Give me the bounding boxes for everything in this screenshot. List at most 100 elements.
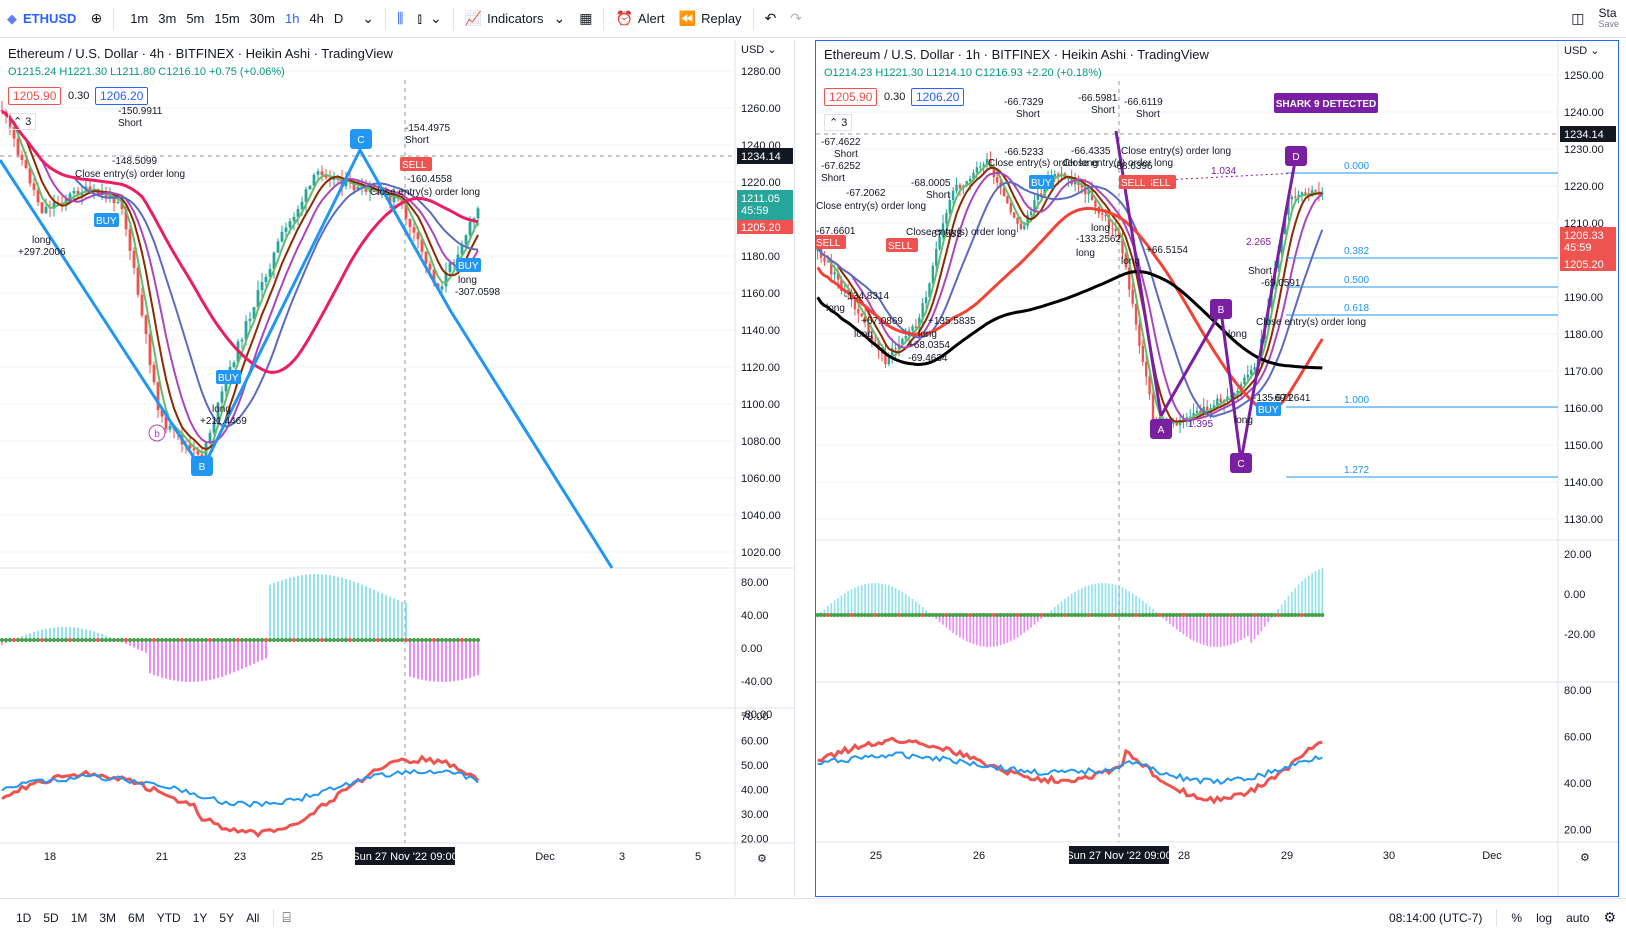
right-indicators-toggle[interactable]: ⌃ 3 <box>824 114 853 131</box>
candle-body <box>416 232 420 240</box>
clock-label[interactable]: 08:14:00 (UTC-7) <box>1389 910 1483 925</box>
zero-dot <box>212 638 216 642</box>
zero-dot <box>1242 613 1247 617</box>
zero-dot <box>913 613 918 617</box>
chart-type-button[interactable]: ⫾ ⌄ <box>410 0 448 38</box>
osc-tick: -20.00 <box>1564 629 1595 641</box>
osc-tick: -40.00 <box>741 676 772 688</box>
moving-average-line <box>816 181 1324 418</box>
right-chart-canvas[interactable]: USD ⌄1250.001240.001230.001220.001210.00… <box>816 41 1618 896</box>
moving-average-line <box>1 110 479 444</box>
timeframe-1m[interactable]: 1m <box>130 11 149 26</box>
zero-dot <box>156 638 160 642</box>
save-button[interactable]: Sta Save <box>1591 0 1626 38</box>
layout-toggle-button[interactable]: ◫ <box>1564 0 1591 38</box>
zero-dot <box>432 638 436 642</box>
indicators-button[interactable]: 📈 Indicators ⌄ <box>458 0 573 38</box>
range-3m[interactable]: 3M <box>99 910 117 925</box>
zero-dot <box>873 613 878 617</box>
zero-dot <box>252 638 256 642</box>
undo-icon: ↶ <box>764 10 777 26</box>
range-1m[interactable]: 1M <box>70 910 88 925</box>
timeframe-15m[interactable]: 15m <box>214 11 240 26</box>
auto-toggle[interactable]: auto <box>1566 910 1590 925</box>
price-tick: 1180.00 <box>741 251 780 263</box>
timeframe-d[interactable]: D <box>333 11 344 26</box>
zero-dot <box>388 638 392 642</box>
timeframe-1h[interactable]: 1h <box>284 11 300 26</box>
timeframe-5m[interactable]: 5m <box>186 11 205 26</box>
candle-body <box>28 168 32 184</box>
zero-dot <box>886 613 891 617</box>
timeframe-3m[interactable]: 3m <box>158 11 177 26</box>
zero-dot <box>204 638 208 642</box>
alert-button[interactable]: ⏰ Alert <box>608 0 671 38</box>
candle-body <box>826 261 830 263</box>
timeframe-dropdown[interactable]: ⌄ <box>355 0 381 38</box>
left-sell-price[interactable]: 1205.90 <box>8 87 62 105</box>
zero-dot <box>1100 613 1105 617</box>
log-toggle[interactable]: log <box>1536 910 1553 925</box>
time-tick: 30 <box>1383 850 1395 862</box>
timeframe-30m[interactable]: 30m <box>249 11 275 26</box>
symbol-search[interactable]: ◆ ETHUSD <box>0 0 83 38</box>
undo-button[interactable]: ↶ <box>758 0 784 38</box>
trade-annotation: -148.5099 <box>112 156 157 167</box>
sell-signal: SELL <box>402 160 427 171</box>
zero-dot <box>132 638 136 642</box>
left-chart-pane[interactable]: USD ⌄1280.001260.001240.001220.001200.00… <box>0 40 795 897</box>
trade-annotation: long <box>826 303 845 314</box>
osc-tick: -80.00 <box>741 709 772 721</box>
right-chart-pane[interactable]: USD ⌄ 1250.00 1240.00 1230.00 1220.00 1210.00… <box>815 40 1619 897</box>
right-sell-price[interactable]: 1205.90 <box>824 88 878 106</box>
settings-gear-icon[interactable]: ⚙ <box>1603 909 1616 925</box>
candle-body <box>1226 396 1229 401</box>
candles-icon: ⫼ <box>397 10 404 26</box>
range-5y[interactable]: 5Y <box>219 910 235 925</box>
zero-dot <box>312 638 316 642</box>
buy-signal-marker <box>1029 175 1054 189</box>
price-tick: 1260.00 <box>741 103 781 115</box>
countdown-value: 45:59 <box>741 205 769 217</box>
left-buy-price[interactable]: 1206.20 <box>95 87 149 105</box>
candle-body <box>1294 196 1297 198</box>
calendar-range-icon[interactable]: ⌸ <box>282 909 291 925</box>
heikin-ashi-icon: ⫾ <box>417 10 422 26</box>
redo-button[interactable]: ↷ <box>783 0 809 38</box>
zero-dot <box>1032 613 1037 617</box>
zero-dot <box>971 613 976 617</box>
left-chart-canvas[interactable]: USD ⌄1280.001260.001240.001220.001200.00… <box>0 40 795 897</box>
range-ytd[interactable]: YTD <box>156 910 181 925</box>
zero-dot <box>176 638 180 642</box>
candle-body <box>1019 223 1023 230</box>
range-1y[interactable]: 1Y <box>192 910 208 925</box>
rsi-tick: 40.00 <box>741 785 769 797</box>
trade-annotation: -68.0005 <box>911 178 951 189</box>
compare-button[interactable]: ⊕ <box>83 0 109 38</box>
bar-style-button[interactable]: ⫼ <box>390 0 410 38</box>
range-all[interactable]: All <box>246 910 260 925</box>
zero-dot <box>883 613 888 617</box>
zero-dot <box>880 613 885 617</box>
trade-annotation: long <box>458 275 477 286</box>
percent-toggle[interactable]: % <box>1511 910 1523 925</box>
range-1d[interactable]: 1D <box>16 910 32 925</box>
time-tick: Dec <box>535 851 555 863</box>
settings-gear-icon: ⚙ <box>757 853 767 865</box>
replay-button[interactable]: ⏪ Replay <box>672 0 749 38</box>
range-6m[interactable]: 6M <box>128 910 145 925</box>
price-tick: 1190.00 <box>1564 292 1603 304</box>
layouts-button[interactable]: ▦ <box>572 0 599 38</box>
moving-average-line <box>816 171 1323 422</box>
zero-dot <box>1167 613 1172 617</box>
zero-dot <box>910 613 915 617</box>
price-tick: 1280.00 <box>741 66 781 78</box>
pattern-point-c: C <box>357 135 364 146</box>
zero-dot <box>1106 613 1111 617</box>
left-indicators-toggle[interactable]: ⌃ 3 <box>8 113 37 130</box>
candle-body <box>884 353 887 365</box>
timeframe-4h[interactable]: 4h <box>309 11 324 26</box>
right-buy-price[interactable]: 1206.20 <box>911 88 965 106</box>
range-5d[interactable]: 5D <box>43 910 59 925</box>
rsi-tick: 80.00 <box>1564 685 1592 697</box>
